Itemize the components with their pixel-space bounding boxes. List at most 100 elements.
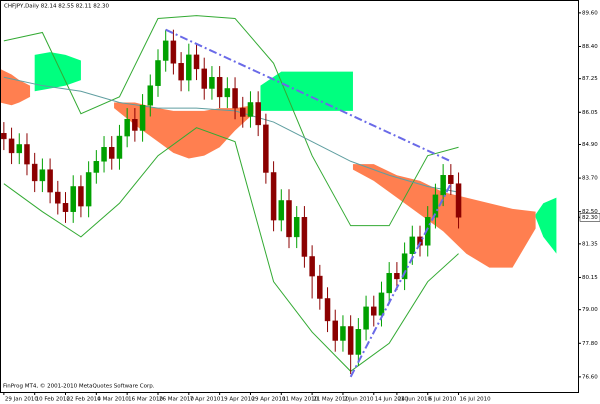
- candle-body: [332, 320, 338, 341]
- candle-body: [162, 40, 169, 61]
- candle-body: [93, 161, 100, 173]
- plot-frame: [0, 0, 579, 393]
- candle-body: [147, 85, 154, 106]
- candle-body: [85, 172, 92, 207]
- candle-body: [270, 172, 277, 221]
- candle-body: [178, 63, 184, 81]
- candle-body: [78, 186, 84, 207]
- y-tick-label: 82.50: [582, 209, 598, 215]
- candle-body: [55, 191, 61, 204]
- ichimoku-cloud: [352, 164, 536, 268]
- candle-body: [286, 200, 292, 238]
- y-tick-label: 83.70: [582, 176, 598, 182]
- ichimoku-cloud: [260, 71, 353, 111]
- candle-body: [24, 144, 30, 165]
- candle-body: [216, 77, 223, 98]
- candle-body: [363, 306, 369, 330]
- trendline: [165, 28, 452, 163]
- candle-body: [293, 217, 300, 238]
- candle-body: [278, 200, 285, 221]
- candle-body: [386, 273, 392, 294]
- x-tick-label: 4 Mar 2010: [97, 397, 129, 403]
- candle-body: [371, 306, 377, 316]
- candle-body: [394, 273, 400, 280]
- candle-body: [255, 102, 261, 126]
- x-tick-label: 6 Jul 2010: [429, 397, 457, 403]
- x-tick-label: 16 Mar 2010: [128, 397, 163, 403]
- trendline: [349, 183, 452, 378]
- x-tick-label: 14 Jun 2010: [375, 397, 409, 403]
- candle-body: [324, 298, 331, 322]
- y-tick-label: 86.05: [582, 110, 598, 116]
- candle-body: [440, 175, 446, 196]
- candle-body: [355, 329, 362, 355]
- x-tick-label: 2 Jun 2010: [344, 397, 374, 403]
- candle-body: [432, 194, 439, 218]
- candle-body: [16, 144, 23, 154]
- candle-body: [186, 54, 192, 81]
- candle-body: [263, 124, 269, 173]
- x-tick-label: 26 Mar 2010: [159, 397, 194, 403]
- candle-body: [139, 105, 146, 131]
- x-tick-label: 7 Apr 2010: [190, 397, 221, 403]
- y-tick-label: 76.60: [582, 374, 598, 380]
- candle-body: [209, 77, 215, 89]
- candle-body: [47, 169, 53, 193]
- candle-body: [240, 107, 246, 117]
- candle-body: [455, 183, 462, 218]
- y-tick-label: 80.15: [582, 275, 598, 281]
- bollinger-band: [3, 127, 459, 372]
- candle-body: [232, 88, 238, 109]
- candle-body: [101, 147, 107, 162]
- candle-body: [39, 169, 46, 182]
- y-tick-label: 84.90: [582, 142, 598, 148]
- candle-body: [8, 138, 15, 154]
- candle-body: [378, 292, 385, 316]
- candle-body: [347, 326, 354, 355]
- y-tick-label: 87.25: [582, 76, 598, 82]
- x-tick-label: 29 Jan 2010: [5, 397, 38, 403]
- y-tick-label: 77.80: [582, 341, 598, 347]
- candle-body: [340, 326, 346, 341]
- y-tick-label: 81.35: [582, 241, 598, 247]
- x-tick-label: 10 Feb 2010: [36, 397, 71, 403]
- ichimoku-cloud: [535, 197, 557, 254]
- x-tick-label: 22 Feb 2010: [67, 397, 102, 403]
- x-tick-label: 21 May 2010: [313, 397, 349, 403]
- x-tick-label: 16 Jul 2010: [460, 397, 492, 403]
- candle-body: [108, 147, 115, 159]
- candle-body: [247, 102, 254, 117]
- chart-title: CHFJPY,Daily 82.14 82.55 82.11 82.30: [4, 4, 109, 10]
- candle-body: [317, 275, 323, 299]
- ichimoku-cloud: [114, 102, 254, 159]
- candle-body: [124, 119, 130, 137]
- x-tick-label: 29 Apr 2010: [251, 397, 286, 403]
- candle-body: [116, 135, 123, 159]
- candle-body: [155, 60, 161, 86]
- x-tick-label: 24 Jun 2010: [398, 397, 432, 403]
- x-tick-label: 19 Apr 2010: [221, 397, 256, 403]
- candle-body: [1, 133, 7, 140]
- y-tick-label: 89.60: [582, 10, 598, 16]
- candle-body: [201, 68, 207, 89]
- candle-body: [224, 88, 231, 98]
- candle-body: [448, 175, 454, 184]
- x-tick-label: 11 May 2010: [282, 397, 318, 403]
- candle-body: [409, 236, 416, 254]
- y-tick-label: 88.40: [582, 44, 598, 50]
- candle-body: [31, 163, 38, 182]
- candle-body: [62, 203, 69, 212]
- ichimoku-cloud: [34, 52, 81, 92]
- current-price-label: 82.30: [582, 215, 598, 221]
- candle-body: [70, 186, 76, 212]
- footer: FinProg MT4, © 2001-2010 MetaQuotes Soft…: [3, 383, 155, 390]
- plot-area: [0, 15, 557, 378]
- current-price-box: [579, 213, 600, 222]
- candle-body: [132, 119, 138, 131]
- bollinger-band: [3, 15, 459, 227]
- candle-body: [301, 217, 308, 257]
- y-tick-label: 79.00: [582, 307, 598, 313]
- candle-body: [170, 40, 177, 64]
